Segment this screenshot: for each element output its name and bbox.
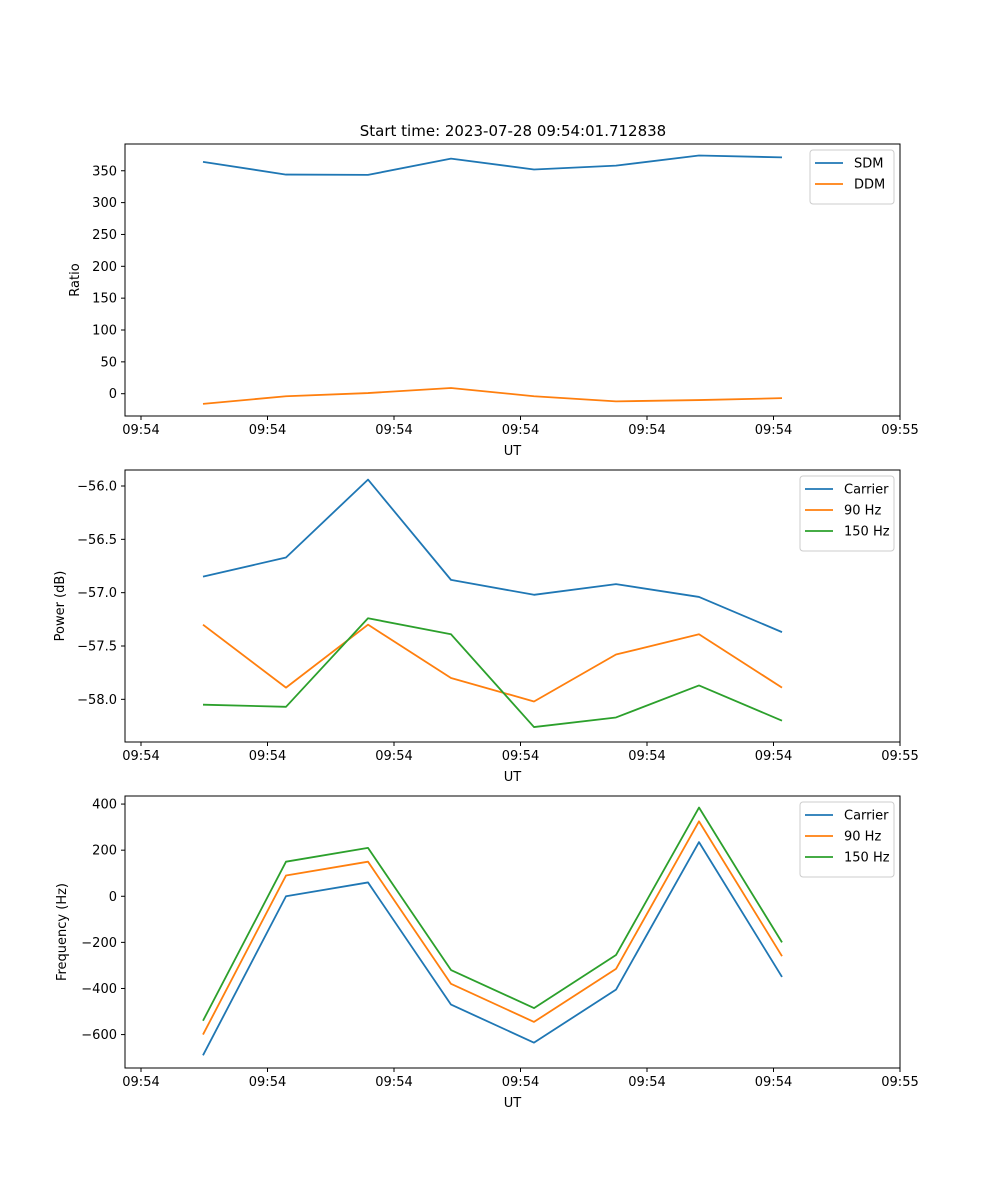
y-tick-label: −57.0 <box>77 586 117 601</box>
y-tick-label: 150 <box>92 292 117 307</box>
y-tick-label: −600 <box>81 1028 117 1043</box>
legend-label: 90 Hz <box>844 504 881 519</box>
legend-label: 90 Hz <box>844 830 881 845</box>
x-tick-label: 09:54 <box>628 749 665 764</box>
x-tick-label: 09:54 <box>122 749 159 764</box>
y-tick-label: −57.5 <box>77 640 117 655</box>
legend: SDM DDM <box>809 149 895 205</box>
y-tick-label: 50 <box>100 355 117 370</box>
chart-panel-2: 09:54 09:54 09:54 09:54 09:54 09:54 09:55 UT −58… <box>53 469 919 785</box>
x-tick-label: 09:54 <box>502 749 539 764</box>
x-tick-label: 09:54 <box>375 423 412 438</box>
x-tick-label: 09:54 <box>502 423 539 438</box>
series-line-carrier <box>202 478 783 633</box>
y-tick-label: 200 <box>92 260 117 275</box>
series-line-90-hz <box>202 820 783 1035</box>
legend-label: 150 Hz <box>844 851 890 866</box>
y-tick-label: −400 <box>81 982 117 997</box>
figure-title: Start time: 2023-07-28 09:54:01.712838 <box>360 122 666 140</box>
x-tick-label: 09:54 <box>375 749 412 764</box>
y-axis-label: Ratio <box>68 263 83 296</box>
x-tick-label: 09:54 <box>502 1075 539 1090</box>
y-tick-label: 300 <box>92 196 117 211</box>
x-tick-label: 09:54 <box>249 749 286 764</box>
y-tick-label: 250 <box>92 228 117 243</box>
y-tick-label: 400 <box>92 798 117 813</box>
series-line-carrier <box>202 841 783 1056</box>
x-axis-label: UT <box>504 444 522 459</box>
x-tick-label: 09:54 <box>628 423 665 438</box>
y-tick-label: 100 <box>92 324 117 339</box>
x-tick-label: 09:54 <box>755 749 792 764</box>
x-tick-label: 09:54 <box>755 1075 792 1090</box>
y-tick-label: 200 <box>92 844 117 859</box>
legend-label: SDM <box>854 157 883 172</box>
x-tick-label: 09:54 <box>375 1075 412 1090</box>
x-tick-label: 09:54 <box>122 1075 159 1090</box>
panels: 09:54 09:54 09:54 09:54 09:54 09:54 09:55 UT 0 50… <box>53 143 919 1111</box>
series-line-150-hz <box>202 806 783 1022</box>
axes-frame <box>124 795 901 1069</box>
legend-label: 150 Hz <box>844 525 890 540</box>
y-axis-label: Frequency (Hz) <box>55 883 70 981</box>
y-tick-label: −56.5 <box>77 533 117 548</box>
axes-frame <box>124 469 901 743</box>
x-tick-label: 09:54 <box>122 423 159 438</box>
x-tick-label: 09:55 <box>881 749 918 764</box>
series-line-ddm <box>202 387 783 405</box>
y-axis-label: Power (dB) <box>53 571 68 642</box>
x-axis-label: UT <box>504 770 522 785</box>
x-tick-label: 09:55 <box>881 1075 918 1090</box>
legend: Carrier 90 Hz 150 Hz <box>799 475 895 552</box>
legend-label: DDM <box>854 178 885 193</box>
x-tick-label: 09:54 <box>755 423 792 438</box>
x-tick-label: 09:54 <box>628 1075 665 1090</box>
legend: Carrier 90 Hz 150 Hz <box>799 801 895 878</box>
x-tick-label: 09:54 <box>249 1075 286 1090</box>
chart-panel-3: 09:54 09:54 09:54 09:54 09:54 09:54 09:55 UT −60… <box>55 795 919 1111</box>
y-tick-label: −56.0 <box>77 480 117 495</box>
legend-label: Carrier <box>844 483 889 498</box>
legend-frame <box>799 475 895 552</box>
x-tick-label: 09:54 <box>249 423 286 438</box>
x-tick-label: 09:55 <box>881 423 918 438</box>
series-line-90-hz <box>202 623 783 703</box>
chart-panel-1: 09:54 09:54 09:54 09:54 09:54 09:54 09:55 UT 0 50… <box>68 143 919 459</box>
legend-label: Carrier <box>844 809 889 824</box>
y-tick-label: 0 <box>109 387 117 402</box>
y-tick-label: 350 <box>92 164 117 179</box>
y-tick-label: −58.0 <box>77 693 117 708</box>
y-tick-label: 0 <box>109 890 117 905</box>
x-axis-label: UT <box>504 1096 522 1111</box>
axes-frame <box>124 143 901 417</box>
series-line-150-hz <box>202 617 783 728</box>
legend-frame <box>799 801 895 878</box>
series-line-sdm <box>202 154 783 176</box>
y-tick-label: −200 <box>81 936 117 951</box>
